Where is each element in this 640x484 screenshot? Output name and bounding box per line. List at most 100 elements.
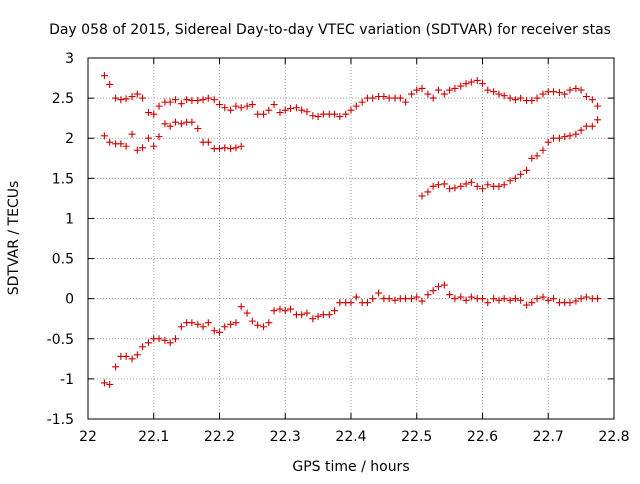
y-tick-label: -1.5 — [47, 412, 74, 428]
data-point-lower — [243, 309, 251, 317]
data-points — [100, 72, 602, 389]
data-point-lower — [133, 351, 141, 359]
data-point-lower — [227, 320, 235, 328]
y-axis-label: SDTVAR / TECUs — [6, 181, 22, 296]
y-tick-label: -0.5 — [47, 332, 74, 348]
data-point-upper — [194, 97, 202, 105]
data-point-lower — [462, 296, 470, 304]
data-point-middle-early — [177, 120, 185, 128]
data-point-middle-early — [133, 146, 141, 154]
data-point-upper — [287, 105, 295, 113]
data-point-lower — [298, 311, 306, 319]
y-tick-label: 2.5 — [52, 91, 74, 107]
data-point-upper — [528, 97, 536, 105]
data-point-upper — [227, 106, 235, 114]
data-point-lower — [128, 355, 136, 363]
y-tick-label: 0.5 — [52, 252, 74, 268]
data-point-upper — [462, 80, 470, 88]
y-tick-label: -1 — [60, 372, 74, 388]
data-point-lower — [309, 315, 317, 323]
data-point-upper — [171, 96, 179, 104]
data-point-upper — [298, 106, 306, 114]
data-point-upper — [204, 94, 212, 102]
data-point-upper — [150, 110, 158, 118]
data-point-upper — [555, 88, 563, 96]
y-tick-labels: -1.5 -1 -0.5 0 0.5 1 1.5 2 2.5 3 — [47, 51, 74, 428]
data-point-upper — [352, 102, 360, 110]
data-point-lower — [440, 281, 448, 289]
data-point-lower — [319, 311, 327, 319]
axis-ticks — [87, 57, 615, 420]
data-point-upper — [451, 84, 459, 92]
data-point-lower — [248, 317, 256, 325]
data-point-lower — [265, 319, 273, 327]
data-point-upper — [385, 94, 393, 102]
data-point-middle-late — [451, 184, 459, 192]
data-point-lower — [391, 296, 399, 304]
data-point-lower — [336, 299, 344, 307]
data-point-upper — [183, 96, 191, 104]
data-point-middle-early — [106, 138, 114, 146]
data-point-upper — [331, 110, 339, 118]
data-point-lower — [528, 299, 536, 307]
data-point-middle-late — [582, 122, 590, 130]
data-point-middle-late — [577, 126, 585, 134]
data-point-upper — [473, 76, 481, 84]
data-point-lower — [139, 343, 147, 351]
data-point-lower — [490, 295, 498, 303]
x-tick-label: 22 — [79, 429, 97, 445]
data-point-middle-early — [139, 144, 147, 152]
data-point-upper — [133, 90, 141, 98]
data-point-middle-late — [479, 185, 486, 193]
data-point-upper — [188, 97, 196, 105]
data-point-middle-late — [446, 185, 454, 193]
data-point-upper — [270, 101, 278, 109]
data-point-upper — [128, 93, 136, 101]
data-point-upper — [232, 102, 240, 110]
data-point-upper — [577, 86, 585, 94]
data-point-lower — [237, 303, 245, 311]
grid-lines — [88, 58, 614, 419]
data-point-middle-early — [100, 132, 108, 140]
data-point-upper — [424, 90, 432, 98]
data-point-middle-late — [467, 178, 475, 186]
data-point-upper — [434, 86, 442, 94]
data-point-upper — [216, 101, 223, 109]
x-tick-label: 22.1 — [138, 429, 169, 445]
data-point-upper — [446, 86, 454, 94]
data-point-lower — [457, 293, 465, 301]
data-point-lower — [287, 305, 295, 313]
data-point-upper — [511, 96, 519, 104]
data-point-middle-late — [484, 181, 492, 189]
data-point-lower — [424, 291, 432, 299]
data-point-lower — [582, 293, 590, 301]
data-point-lower — [352, 293, 360, 301]
data-point-lower — [276, 305, 284, 313]
data-point-upper — [539, 90, 547, 98]
data-point-lower — [369, 295, 377, 303]
y-tick-label: 0 — [65, 292, 74, 308]
data-point-upper — [265, 106, 273, 114]
data-point-middle-late — [528, 154, 536, 162]
data-point-lower — [434, 283, 442, 291]
data-point-middle-late — [511, 174, 519, 182]
data-point-lower — [363, 299, 371, 307]
data-point-middle-early — [150, 142, 158, 150]
data-point-middle-late — [544, 138, 552, 146]
data-point-lower — [577, 295, 585, 303]
data-point-upper — [566, 86, 574, 94]
data-point-middle-early — [122, 142, 130, 150]
data-point-middle-late — [594, 116, 602, 124]
data-point-lower — [413, 293, 421, 301]
data-point-middle-late — [457, 182, 465, 190]
data-point-upper — [336, 113, 344, 121]
data-point-lower — [467, 293, 475, 301]
data-point-lower — [281, 307, 289, 315]
x-tick-label: 22.2 — [204, 429, 235, 445]
data-point-lower — [407, 295, 415, 303]
data-point-upper — [561, 90, 569, 98]
data-point-upper — [495, 90, 503, 98]
data-point-middle-late — [572, 130, 580, 138]
x-tick-label: 22.7 — [533, 429, 564, 445]
data-point-middle-late — [424, 188, 432, 196]
